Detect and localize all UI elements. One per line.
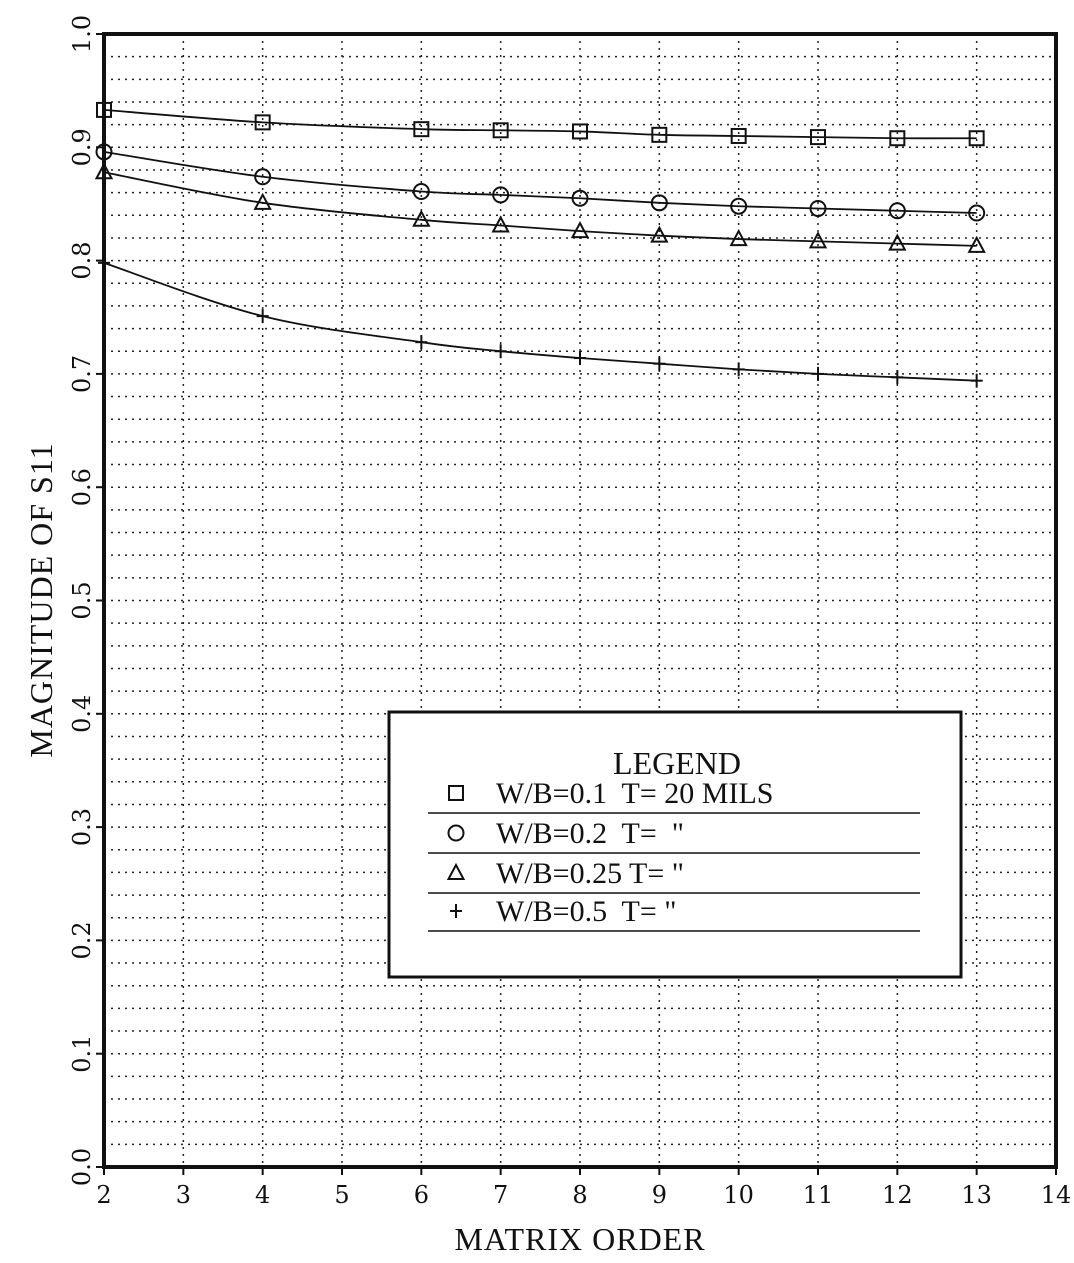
- data-point: [810, 129, 826, 146]
- data-point: [730, 197, 748, 215]
- y-tick-label: 0.3: [68, 808, 96, 846]
- data-point: [967, 235, 986, 253]
- data-point: [254, 168, 272, 186]
- data-point: [732, 362, 745, 377]
- data-point: [412, 182, 430, 200]
- x-axis-title: MATRIX ORDER: [454, 1221, 705, 1257]
- data-point: [570, 221, 590, 239]
- data-point: [888, 233, 907, 251]
- series-square: [96, 101, 985, 147]
- y-tick-label: 0.1: [68, 1035, 96, 1073]
- legend-marker: [448, 785, 464, 801]
- data-point: [891, 370, 904, 385]
- x-tick-label: 5: [334, 1181, 349, 1209]
- series-plus: [98, 255, 983, 388]
- x-tick-label: 2: [96, 1181, 111, 1209]
- legend-entry: W/B=0.25 T= ": [496, 857, 684, 890]
- y-tick-label: 0.6: [68, 468, 96, 506]
- data-point: [412, 209, 431, 227]
- data-point: [968, 204, 986, 222]
- y-axis-title: MAGNITUDE OF S11: [23, 442, 59, 757]
- data-point: [730, 127, 747, 144]
- y-tick-label: 0.0: [68, 1148, 96, 1186]
- legend-entry: W/B=0.1 T= 20 MILS: [496, 777, 773, 810]
- data-point: [413, 121, 430, 138]
- series-circle: [95, 143, 986, 222]
- data-point: [809, 199, 827, 217]
- x-tick-label: 9: [652, 1181, 667, 1209]
- x-tick-label: 4: [255, 1181, 270, 1209]
- data-point: [651, 126, 668, 143]
- data-point: [650, 194, 668, 212]
- x-tick-label: 13: [961, 1181, 992, 1209]
- y-tick-label: 0.5: [68, 581, 96, 619]
- y-tick-label: 0.2: [68, 921, 96, 959]
- data-point: [492, 186, 510, 204]
- data-point: [653, 356, 666, 371]
- legend: LEGEND W/B=0.1 T= 20 MILS W/B=0.2 T= " W/B…: [387, 710, 963, 979]
- data-point: [571, 189, 589, 207]
- grid-lines: [104, 34, 1056, 1167]
- x-tick-label: 11: [803, 1181, 834, 1209]
- data-point: [574, 351, 586, 366]
- y-tick-label: 0.9: [68, 128, 96, 166]
- data-point: [494, 344, 507, 359]
- x-tick-label: 7: [493, 1181, 508, 1209]
- x-tick-label: 14: [1041, 1181, 1072, 1209]
- data-point: [98, 255, 110, 270]
- data-point: [254, 114, 271, 131]
- series-line: [103, 109, 977, 140]
- data-point: [572, 123, 588, 140]
- y-tick-label: 0.7: [68, 355, 96, 393]
- legend-entry: W/B=0.5 T= ": [496, 895, 677, 928]
- x-tick-label: 6: [414, 1181, 429, 1209]
- series-line: [103, 262, 977, 382]
- legend-title: LEGEND: [613, 745, 741, 781]
- data-point: [96, 101, 112, 118]
- series-layer: [94, 101, 986, 388]
- legend-marker: [447, 824, 465, 842]
- data-point: [729, 228, 748, 247]
- data-point: [970, 373, 983, 388]
- data-point: [808, 231, 828, 249]
- x-tick-label: 3: [176, 1181, 191, 1209]
- data-point: [256, 309, 269, 324]
- y-tick-label: 1.0: [68, 15, 96, 53]
- x-tick-label: 8: [572, 1181, 587, 1209]
- data-point: [94, 162, 114, 180]
- data-point: [415, 335, 428, 350]
- legend-marker: [450, 904, 462, 918]
- series-line: [103, 150, 977, 214]
- data-point: [650, 225, 669, 243]
- data-point: [95, 143, 113, 161]
- y-axis-ticks: 0.0 0.1 0.2 0.3 0.4 0.5 0.6 0.7 0.8 0.9 1.0: [68, 15, 104, 1186]
- legend-entry: W/B=0.2 T= ": [496, 817, 684, 850]
- data-point: [253, 192, 272, 210]
- data-point: [889, 130, 906, 147]
- data-point: [491, 215, 510, 233]
- data-point: [812, 366, 824, 381]
- x-axis-ticks: 2 3 4 5 6 7 8 9 10 11 12 13 14: [96, 1167, 1071, 1209]
- series-triangle: [94, 162, 986, 253]
- data-point: [492, 122, 509, 139]
- legend-box: [387, 710, 963, 979]
- y-tick-label: 0.8: [68, 242, 96, 280]
- data-point: [968, 130, 985, 147]
- y-tick-label: 0.4: [68, 695, 96, 733]
- legend-marker: [446, 862, 466, 880]
- x-tick-label: 10: [723, 1181, 754, 1209]
- data-point: [888, 202, 906, 220]
- x-tick-label: 12: [882, 1181, 913, 1209]
